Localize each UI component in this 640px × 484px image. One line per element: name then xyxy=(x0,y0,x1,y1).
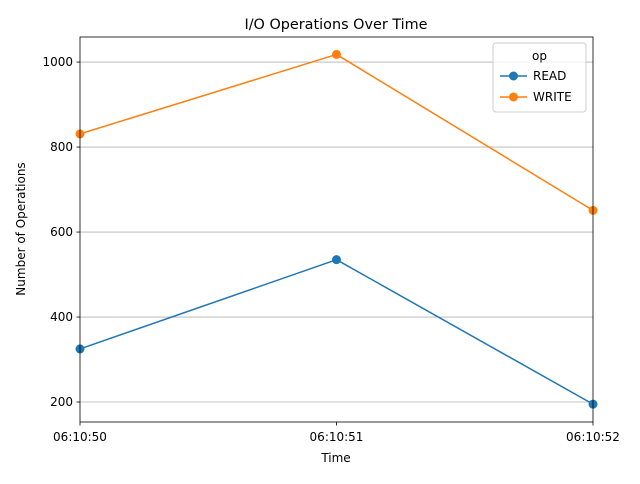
legend-label-read: READ xyxy=(533,69,566,83)
y-axis: 200 400 600 800 1000 xyxy=(42,55,80,409)
data-point-read xyxy=(332,255,341,265)
data-point-write xyxy=(332,49,341,59)
x-axis: 06:10:50 06:10:51 06:10:52 xyxy=(53,422,620,444)
x-tick-label: 06:10:50 xyxy=(53,430,107,444)
legend: op READ WRITE xyxy=(492,42,587,113)
x-tick-label: 06:10:52 xyxy=(566,430,620,444)
y-gridlines xyxy=(80,61,593,403)
y-tick-label: 800 xyxy=(50,140,73,154)
legend-marker-read xyxy=(509,71,518,81)
y-tick-label: 600 xyxy=(50,225,73,239)
legend-label-write: WRITE xyxy=(533,90,572,104)
chart-title: I/O Operations Over Time xyxy=(244,17,427,33)
x-tick-label: 06:10:51 xyxy=(310,430,364,444)
y-axis-label: Number of Operations xyxy=(14,162,28,295)
y-tick-label: 400 xyxy=(50,310,73,324)
legend-marker-write xyxy=(509,92,518,102)
legend-title: op xyxy=(532,49,547,63)
y-tick-label: 200 xyxy=(50,395,73,409)
x-axis-label: Time xyxy=(320,451,350,465)
y-tick-label: 1000 xyxy=(42,55,73,69)
